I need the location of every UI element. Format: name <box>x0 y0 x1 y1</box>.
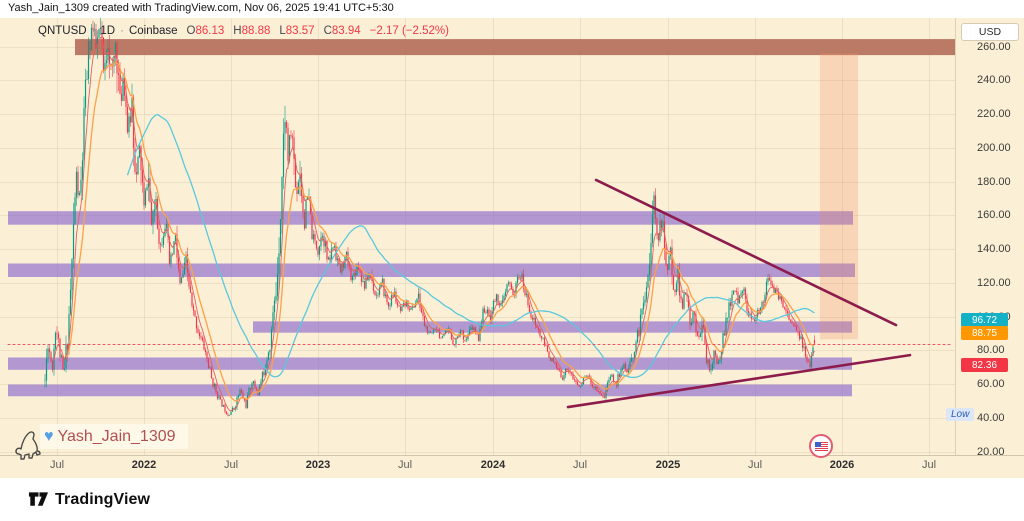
plot-right-border <box>955 18 956 455</box>
currency-toggle[interactable]: USD <box>961 23 1019 41</box>
exchange-label[interactable]: Coinbase <box>128 25 178 37</box>
time-axis-label-2026[interactable]: 2026 <box>829 459 855 471</box>
price-tick-60: 60.00 <box>977 378 1005 391</box>
ohlc-value: 86.13 <box>195 25 225 37</box>
watermark-username: Yash_Jain_1309 <box>57 427 176 445</box>
time-axis-label-2025[interactable]: 2025 <box>655 459 681 471</box>
price-tick-240: 240.00 <box>977 74 1011 87</box>
price-tick-180: 180.00 <box>977 175 1011 188</box>
ohlc-value: 83.94 <box>331 25 361 37</box>
time-axis-label-jul[interactable]: Jul <box>747 459 763 471</box>
price-tick-20: 20.00 <box>977 445 1005 458</box>
symbol-legend[interactable]: QNTUSD · 1D · Coinbase O86.13 H88.88 L83.57 C83.… <box>38 25 449 37</box>
price-tick-80: 80.00 <box>977 344 1005 357</box>
ohlc-values: O86.13 H88.88 L83.57 C83.94 <box>178 25 361 37</box>
price-tick-140: 140.00 <box>977 243 1011 256</box>
price-tick-260: 260.00 <box>977 40 1011 53</box>
price-tick-40: 40.00 <box>977 411 1005 424</box>
price-level-chip: 96.72 <box>961 313 1008 327</box>
symbol-name[interactable]: QNTUSD <box>38 25 87 37</box>
footer-bar: TradingView <box>0 478 1024 521</box>
ohlc-value: 88.88 <box>241 25 271 37</box>
price-tick-120: 120.00 <box>977 276 1011 289</box>
ohlc-value: 83.57 <box>285 25 315 37</box>
time-axis-label-jul[interactable]: Jul <box>223 459 239 471</box>
attribution-text: Yash_Jain_1309 created with TradingView.… <box>8 2 394 14</box>
time-axis-label-2024[interactable]: 2024 <box>480 459 506 471</box>
price-tick-200: 200.00 <box>977 141 1011 154</box>
change-value: −2.17 (−2.52%) <box>369 25 449 37</box>
tradingview-logo-icon <box>28 492 49 506</box>
ohlc-label: H <box>233 25 242 37</box>
interval-label[interactable]: 1D <box>100 25 116 37</box>
dinosaur-icon <box>15 431 41 460</box>
price-level-chip: 88.75 <box>961 326 1008 340</box>
time-axis-label-jul[interactable]: Jul <box>49 459 65 471</box>
legend-separator: · <box>120 25 124 37</box>
tradingview-brand-text: TradingView <box>55 490 151 508</box>
ohlc-label: O <box>186 25 196 37</box>
price-level-chip: 82.36 <box>961 358 1008 372</box>
price-tick-220: 220.00 <box>977 108 1011 121</box>
candlestick-chart-canvas[interactable] <box>0 18 955 455</box>
time-axis-label-2022[interactable]: 2022 <box>131 459 157 471</box>
legend-separator: · <box>91 25 96 37</box>
plot-bottom-border <box>0 455 1024 456</box>
time-axis-label-jul[interactable]: Jul <box>921 459 937 471</box>
flag-sticker-icon <box>809 434 833 458</box>
ohlc-label: C <box>323 25 332 37</box>
blue-heart-icon: ♥ <box>44 427 54 445</box>
tradingview-logo[interactable]: TradingView <box>28 491 150 509</box>
time-axis-label-jul[interactable]: Jul <box>572 459 588 471</box>
price-tick-160: 160.00 <box>977 209 1011 222</box>
watermark: ♥ Yash_Jain_1309 <box>40 424 188 449</box>
time-axis-label-2023[interactable]: 2023 <box>305 459 331 471</box>
low-label-chip: Low <box>946 408 975 421</box>
time-axis-label-jul[interactable]: Jul <box>397 459 413 471</box>
ohlc-label: L <box>279 25 286 37</box>
